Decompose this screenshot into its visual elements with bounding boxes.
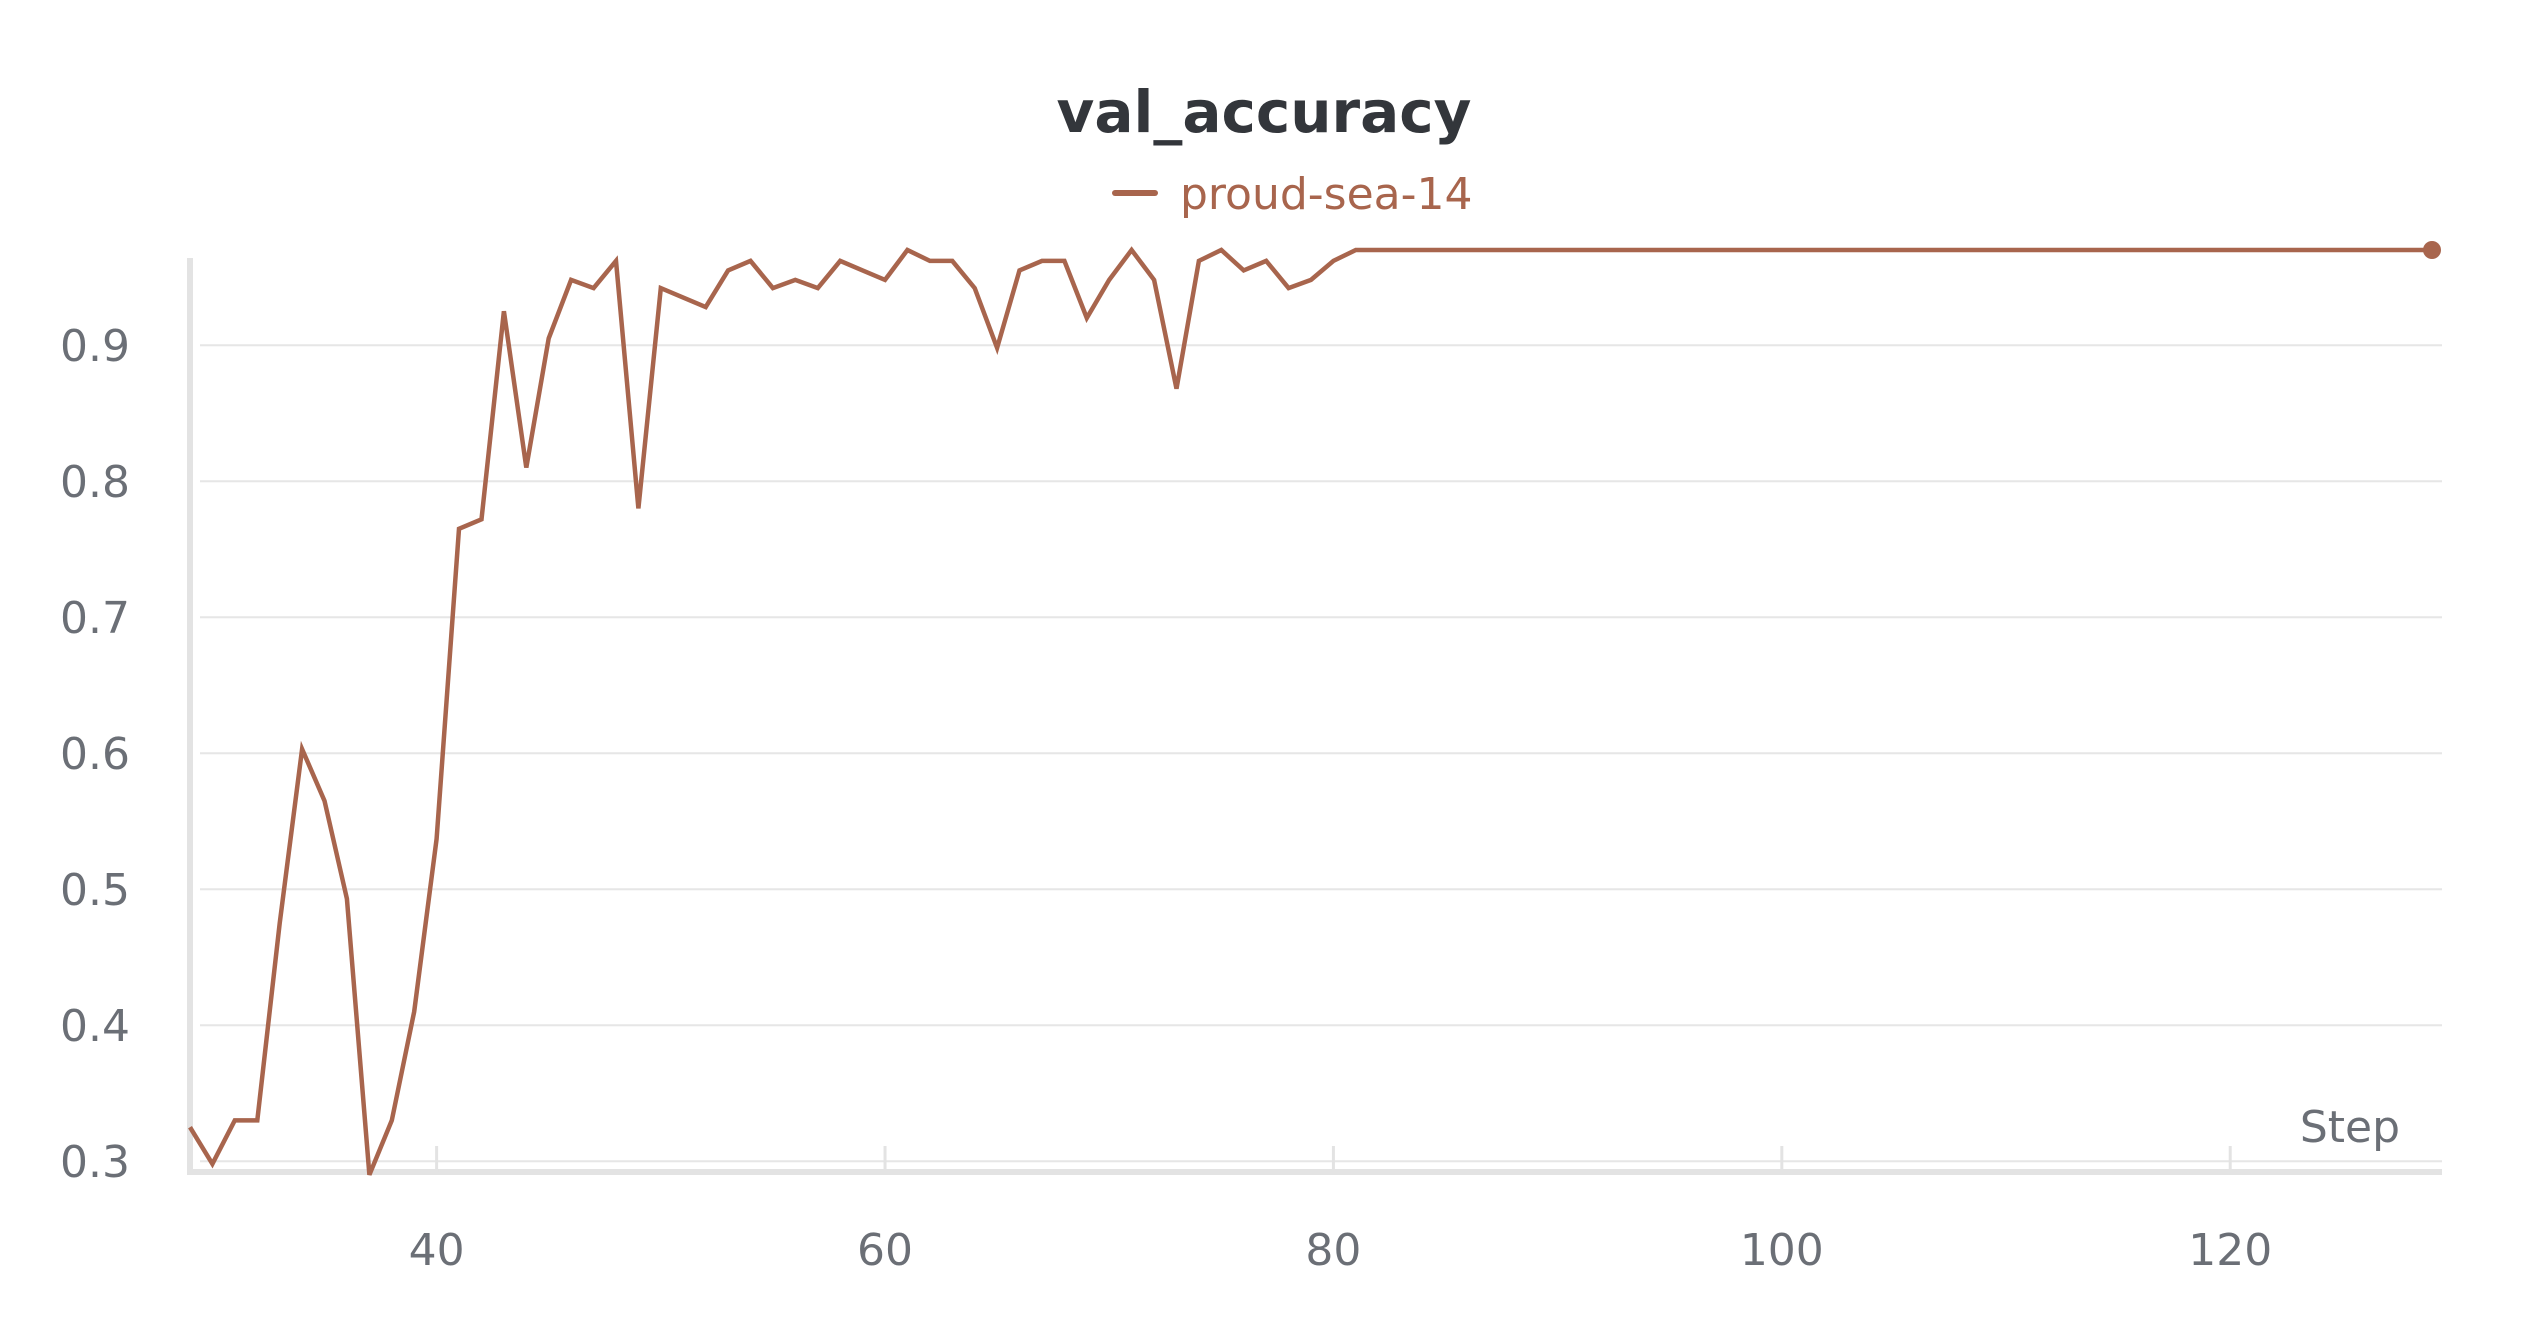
- chart-title: val_accuracy: [1057, 78, 1472, 146]
- y-tick-label: 0.4: [60, 1001, 130, 1052]
- grid: [200, 344, 2442, 1163]
- x-tick-label: 120: [2188, 1225, 2272, 1276]
- x-axis-title: Step: [2300, 1102, 2400, 1153]
- series-endpoint[interactable]: [2423, 241, 2441, 259]
- x-tick-label: 40: [409, 1225, 465, 1276]
- legend: proud-sea-14: [1112, 169, 1473, 220]
- x-tick-label: 80: [1305, 1225, 1361, 1276]
- x-tick-label: 60: [857, 1225, 913, 1276]
- series-line-proud-sea-14[interactable]: [188, 246, 2432, 1176]
- y-tick-label: 0.3: [60, 1137, 130, 1188]
- title-area: val_accuracy: [1057, 78, 1472, 146]
- y-tick-label: 0.5: [60, 865, 130, 916]
- y-tick-label: 0.6: [60, 729, 130, 780]
- y-tick-label: 0.7: [60, 593, 130, 644]
- x-tick-label: 100: [1740, 1225, 1824, 1276]
- y-tick-label: 0.9: [60, 321, 130, 372]
- tick-labels: 0.3 0.4 0.5 0.6 0.7 0.8 0.9 40 60 80 100 120: [60, 321, 2272, 1276]
- axes: [187, 258, 2442, 1175]
- y-tick-label: 0.8: [60, 457, 130, 508]
- series-lines: [188, 241, 2441, 1176]
- legend-label: proud-sea-14: [1180, 169, 1473, 220]
